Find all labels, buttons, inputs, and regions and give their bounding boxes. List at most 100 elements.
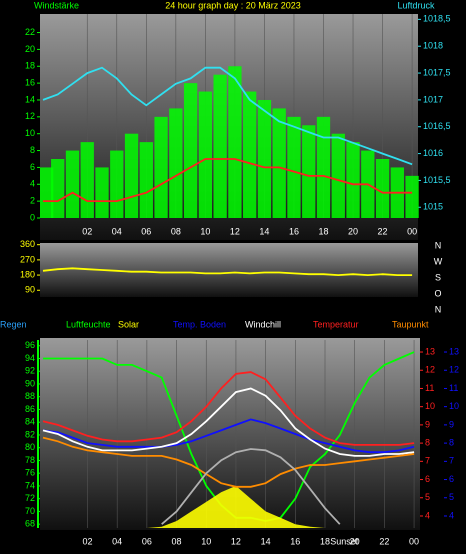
x-tick-label: 12 — [231, 536, 241, 546]
y-tick-label: 96 — [25, 340, 35, 350]
line — [43, 158, 413, 202]
y2-tick-label: 9 — [449, 419, 454, 429]
bar — [405, 175, 419, 218]
x-tick-label: 06 — [141, 226, 151, 236]
y2-tick-label: 1017 — [423, 94, 443, 104]
y-tick-label: 270 — [20, 254, 35, 264]
y-tick-label: 70 — [25, 506, 35, 516]
direction-label: N — [435, 240, 442, 250]
line — [42, 436, 415, 488]
y-tick-label: 80 — [25, 442, 35, 452]
x-tick-label: 14 — [259, 226, 269, 236]
y2-tick-label: 13 — [449, 346, 459, 356]
y-tick-label: 8 — [30, 145, 35, 155]
y-tick-label: 4 — [30, 179, 35, 189]
bar — [287, 116, 301, 218]
bar — [213, 74, 227, 218]
y2-tick-label: 1016 — [423, 148, 443, 158]
direction-label: N — [435, 304, 442, 314]
y-tick-label: 14 — [25, 94, 35, 104]
y-tick-label: 16 — [25, 77, 35, 87]
line — [42, 66, 413, 166]
y-tick-label: 18 — [25, 61, 35, 71]
y2-tick-label: 8 — [425, 437, 430, 447]
y-tick-label: 94 — [25, 353, 35, 363]
y-tick-label: 180 — [20, 269, 35, 279]
y2-tick-label: 1016,5 — [423, 121, 451, 131]
y-axis-label: Windstärke — [34, 0, 79, 10]
x-tick-label: 16 — [289, 226, 299, 236]
y2-tick-label: 7 — [425, 456, 430, 466]
bar — [316, 116, 331, 218]
bar — [65, 150, 80, 218]
y2-tick-label: 10 — [449, 401, 459, 411]
x-tick-label: 22 — [378, 226, 388, 236]
y-tick-label: 88 — [25, 391, 35, 401]
y2-tick-label: 1015,5 — [423, 175, 451, 185]
x-tick-label: 08 — [172, 536, 182, 546]
y-tick-label: 10 — [25, 128, 35, 138]
y2-tick-label: 1018,5 — [423, 14, 451, 24]
y2-tick-label: 11 — [449, 383, 458, 393]
line — [161, 448, 341, 525]
y-tick-label: 72 — [25, 493, 35, 503]
bar — [110, 150, 124, 218]
bar — [154, 116, 168, 218]
y-tick-label: 90 — [25, 378, 35, 388]
x-tick-label: 18 — [318, 226, 328, 236]
bar — [375, 158, 390, 218]
bar — [331, 133, 345, 218]
bar — [169, 108, 183, 218]
y-tick-label: 84 — [25, 417, 35, 427]
area — [43, 485, 415, 528]
x-tick-label: 20 — [350, 536, 360, 546]
y-tick-label: 92 — [25, 366, 35, 376]
x-tick-label: 02 — [82, 226, 92, 236]
legend-label: Solar — [118, 319, 139, 329]
y2-tick-label: 1017,5 — [423, 67, 451, 77]
x-tick-label: 22 — [379, 536, 389, 546]
y-tick-label: 82 — [25, 429, 35, 439]
line — [42, 267, 413, 277]
bar — [346, 142, 360, 218]
y-tick-label: 6 — [30, 162, 35, 172]
y2-tick-label: 13 — [425, 346, 435, 356]
bar — [95, 167, 109, 218]
legend-label: Taupunkt — [392, 319, 429, 329]
x-tick-label: 14 — [261, 536, 271, 546]
y-tick-label: 12 — [25, 111, 35, 121]
legend-label: Temp. Boden — [173, 319, 226, 329]
x-tick-label: 04 — [112, 226, 122, 236]
x-tick-label: 10 — [200, 226, 210, 236]
legend-label: Luftfeuchte — [66, 319, 111, 329]
bar — [272, 108, 286, 218]
y-tick-label: 360 — [20, 239, 35, 249]
y-tick-label: 86 — [25, 404, 35, 414]
y2-tick-label: 12 — [425, 365, 435, 375]
y-tick-label: 90 — [25, 285, 35, 295]
bar — [243, 91, 257, 218]
chart-title: 24 hour graph day : 20 März 2023 — [165, 0, 301, 10]
y-tick-label: 22 — [25, 27, 35, 37]
bar — [302, 125, 316, 218]
y2-tick-label: 5 — [449, 492, 454, 502]
line — [42, 387, 415, 457]
y2-tick-label: 6 — [449, 474, 454, 484]
y2-tick-label: 6 — [425, 474, 430, 484]
bar — [257, 99, 272, 218]
y2-tick-label: 5 — [425, 492, 430, 502]
line — [42, 371, 415, 446]
x-tick-label: 02 — [82, 536, 92, 546]
x-tick-label: 18 — [320, 536, 330, 546]
y-tick-label: 76 — [25, 468, 35, 478]
y2-tick-label: 12 — [449, 365, 459, 375]
y2-tick-label: 7 — [449, 456, 454, 466]
y-tick-label: 74 — [25, 480, 35, 490]
y-tick-label: 68 — [25, 519, 35, 529]
x-tick-label: 06 — [142, 536, 152, 546]
line — [42, 418, 415, 454]
y2-tick-label: 9 — [425, 419, 430, 429]
y-tick-label: 0 — [30, 212, 35, 222]
bar — [40, 167, 54, 218]
